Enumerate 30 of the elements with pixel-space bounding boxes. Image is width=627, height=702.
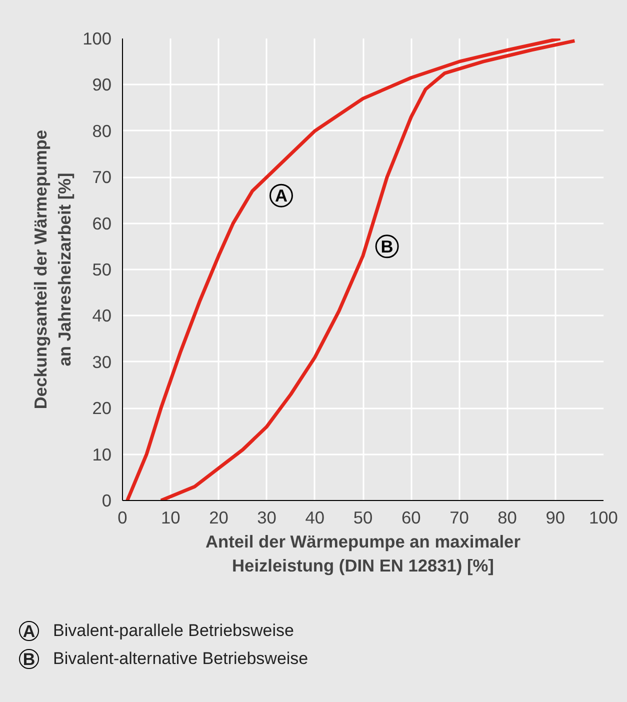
y-tick-label: 30	[92, 352, 112, 372]
y-tick-label: 50	[92, 260, 112, 280]
y-tick-label: 80	[92, 120, 112, 141]
x-tick-label: 10	[160, 508, 180, 528]
x-tick-label: 100	[589, 508, 618, 528]
x-tick-label: 20	[209, 508, 228, 528]
annotation: A	[274, 186, 288, 206]
x-tick-label: 0	[118, 508, 128, 528]
x-tick-label: 70	[450, 508, 469, 528]
y-tick-label: 20	[92, 398, 112, 418]
text: Bivalent-alternative Betriebsweise	[53, 648, 308, 670]
y-tick-label: 40	[92, 306, 112, 326]
y-tick-label: 100	[82, 28, 112, 48]
x-tick-label: 50	[353, 508, 373, 528]
x-axis-title: Anteil der Wärmepumpe an maximaler Heizleistung (DIN EN 12831) [%]	[206, 532, 521, 576]
text: B	[22, 650, 36, 670]
text: A	[22, 622, 36, 642]
x-tick-label: 90	[546, 508, 566, 528]
y-axis-title: Deckungsanteil der Wärmepumpe an Jahresheizarbeit [%]	[30, 130, 75, 410]
y-tick-label: 60	[92, 213, 112, 234]
x-tick-label: 80	[498, 508, 517, 528]
x-tick-label: 40	[305, 508, 325, 528]
x-tick-label: 60	[401, 508, 421, 528]
y-tick-label: 90	[92, 74, 112, 95]
y-tick-label: 0	[102, 490, 112, 510]
annotation: B	[380, 236, 394, 256]
text: Bivalent-parallele Betriebsweise	[53, 620, 294, 642]
y-tick-label: 70	[92, 167, 112, 188]
x-tick-label: 30	[257, 508, 276, 528]
y-tick-label: 10	[92, 444, 112, 464]
